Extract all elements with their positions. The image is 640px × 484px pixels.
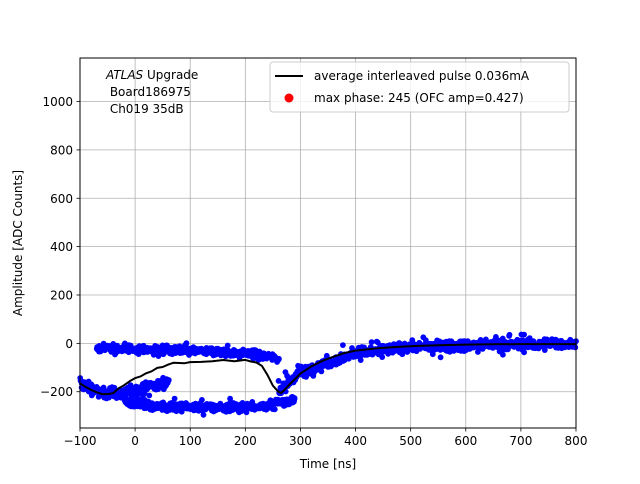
x-tick-label: 0 bbox=[131, 434, 139, 448]
scatter-point bbox=[146, 392, 153, 399]
scatter-point bbox=[368, 339, 375, 345]
y-tick-label: 200 bbox=[50, 288, 73, 302]
x-tick-label: −100 bbox=[64, 434, 97, 448]
scatter-point bbox=[506, 331, 513, 338]
y-tick-label: 0 bbox=[65, 337, 73, 351]
scatter-point bbox=[291, 396, 298, 402]
scatter-point bbox=[340, 342, 346, 348]
board-label: Board186975 bbox=[106, 85, 191, 99]
y-tick-label: 400 bbox=[50, 240, 73, 254]
channel-label: Ch019 35dB bbox=[106, 102, 184, 116]
scatter-point bbox=[275, 378, 282, 384]
svg-text:ATLAS Upgrade: ATLAS Upgrade bbox=[105, 68, 198, 82]
scatter-point bbox=[357, 357, 364, 363]
scatter-point bbox=[200, 411, 207, 418]
y-axis: −200 0 200 400 600 800 1000 bbox=[40, 95, 80, 399]
x-tick-label: 500 bbox=[399, 434, 422, 448]
x-tick-label: 700 bbox=[509, 434, 532, 448]
x-axis: −100 0 100 200 300 400 500 600 700 800 bbox=[64, 428, 588, 448]
scatter-point bbox=[171, 395, 178, 402]
y-axis-label: Amplitude [ADC Counts] bbox=[11, 170, 25, 316]
legend-label-average: average interleaved pulse 0.036mA bbox=[314, 69, 530, 83]
x-tick-label: 300 bbox=[289, 434, 312, 448]
scatter-point bbox=[521, 331, 527, 338]
scatter-point bbox=[275, 356, 282, 363]
upgrade-label: Upgrade bbox=[143, 68, 198, 82]
x-tick-label: 100 bbox=[179, 434, 202, 448]
scatter-point bbox=[183, 340, 190, 347]
y-tick-label: 800 bbox=[50, 143, 73, 157]
scatter-points bbox=[77, 331, 579, 418]
scatter-point bbox=[399, 351, 406, 358]
scatter-point bbox=[379, 354, 386, 360]
average-pulse-path bbox=[79, 343, 576, 396]
atlas-label: ATLAS bbox=[105, 68, 144, 82]
x-tick-label: 600 bbox=[454, 434, 477, 448]
y-tick-label: 1000 bbox=[42, 95, 73, 109]
scatter-point bbox=[165, 377, 172, 384]
x-axis-label: Time [ns] bbox=[299, 457, 356, 471]
x-tick-label: 200 bbox=[234, 434, 257, 448]
legend-box bbox=[269, 61, 570, 113]
scatter-point bbox=[437, 354, 444, 361]
plot-frame bbox=[79, 57, 577, 429]
y-tick-label: −200 bbox=[40, 385, 73, 399]
scatter-point bbox=[127, 382, 134, 389]
x-tick-label: 800 bbox=[565, 434, 588, 448]
legend-marker-swatch bbox=[284, 93, 294, 103]
y-tick-label: 600 bbox=[50, 192, 73, 206]
scatter-point bbox=[500, 351, 506, 358]
scatter-point bbox=[572, 344, 579, 351]
legend-label-max-phase: max phase: 245 (OFC amp=0.427) bbox=[314, 91, 524, 105]
x-tick-label: 400 bbox=[344, 434, 367, 448]
scatter-point bbox=[541, 347, 548, 353]
atlas-annotation: ATLAS Upgrade Board186975 Ch019 35dB bbox=[105, 68, 198, 116]
average-pulse-line bbox=[79, 343, 576, 396]
legend: average interleaved pulse 0.036mA max ph… bbox=[269, 61, 570, 113]
scatter-point bbox=[521, 349, 527, 356]
scatter-point bbox=[224, 342, 231, 349]
scatter-point bbox=[199, 397, 205, 403]
scatter-point bbox=[271, 406, 278, 413]
